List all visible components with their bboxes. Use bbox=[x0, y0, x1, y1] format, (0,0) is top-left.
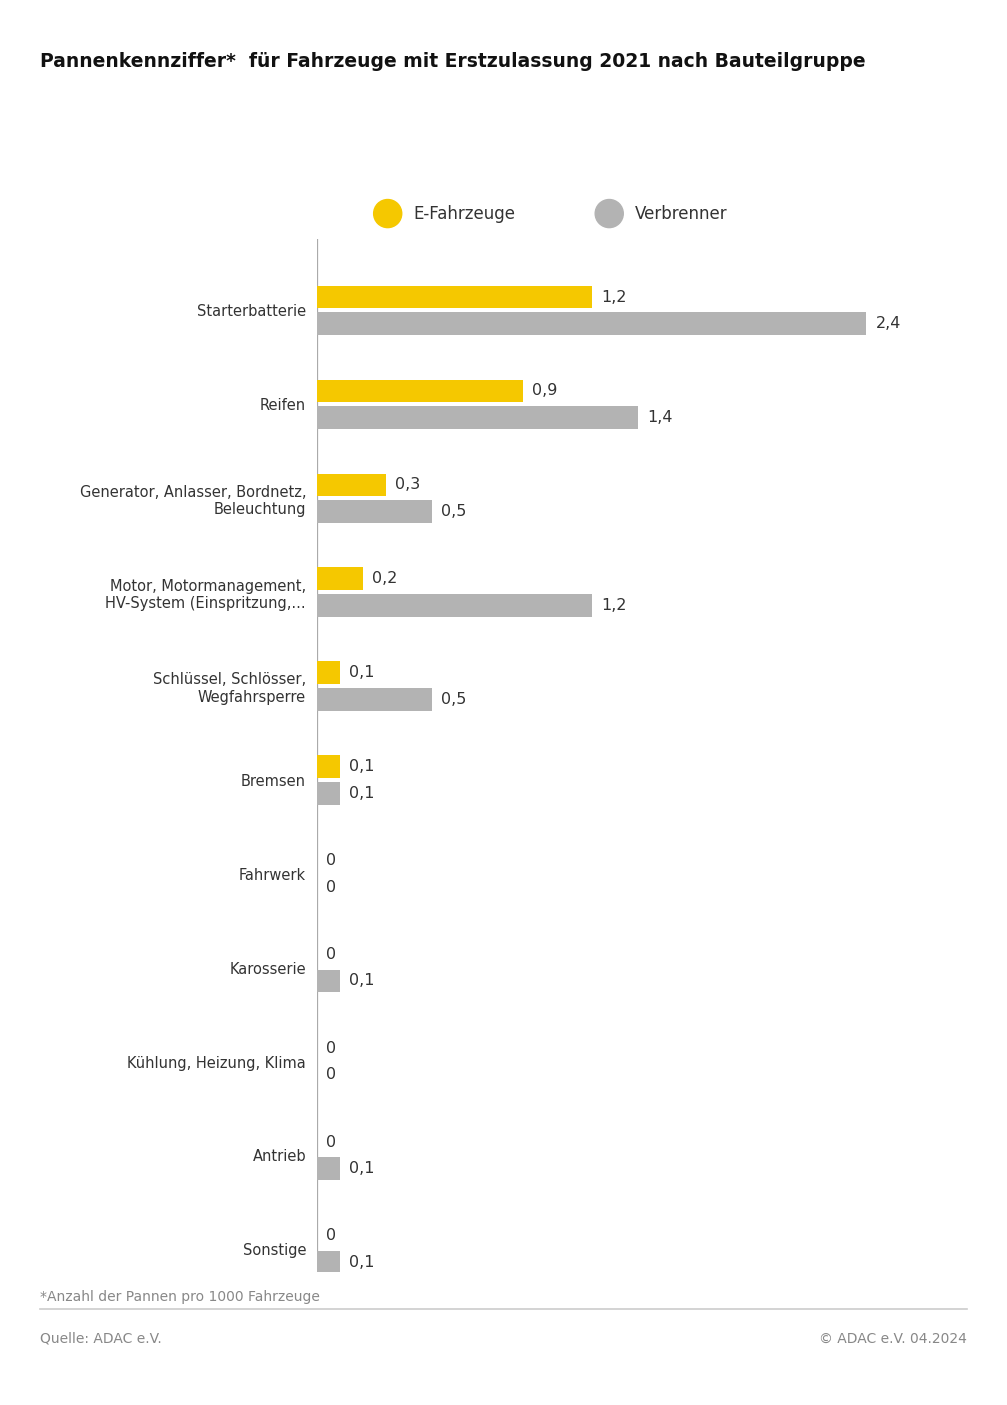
Bar bbox=[317, 1158, 340, 1180]
Text: 1,2: 1,2 bbox=[601, 599, 626, 613]
Text: 0,5: 0,5 bbox=[441, 691, 466, 707]
Bar bbox=[317, 473, 386, 496]
Text: 0,1: 0,1 bbox=[349, 665, 375, 680]
Bar bbox=[317, 285, 592, 309]
Text: 0: 0 bbox=[326, 1228, 336, 1243]
Bar bbox=[317, 662, 340, 684]
Text: 0,3: 0,3 bbox=[395, 478, 420, 492]
Text: 0,1: 0,1 bbox=[349, 974, 375, 989]
Text: E-Fahrzeuge: E-Fahrzeuge bbox=[414, 205, 516, 222]
Bar bbox=[317, 568, 363, 590]
Bar bbox=[317, 783, 340, 805]
Text: 0,1: 0,1 bbox=[349, 1162, 375, 1176]
Text: 0,1: 0,1 bbox=[349, 759, 375, 774]
Text: 0,2: 0,2 bbox=[373, 572, 398, 586]
Bar bbox=[317, 688, 432, 711]
Bar bbox=[317, 312, 866, 336]
Text: 2,4: 2,4 bbox=[876, 316, 901, 332]
Text: 0,1: 0,1 bbox=[349, 785, 375, 801]
Text: Verbrenner: Verbrenner bbox=[635, 205, 728, 222]
Text: 0: 0 bbox=[326, 1068, 336, 1082]
Text: © ADAC e.V. 04.2024: © ADAC e.V. 04.2024 bbox=[819, 1332, 967, 1346]
Text: 0,9: 0,9 bbox=[533, 384, 558, 399]
Text: 0: 0 bbox=[326, 947, 336, 962]
Text: Pannenkennziffer*  für Fahrzeuge mit Erstzulassung 2021 nach Bauteilgruppe: Pannenkennziffer* für Fahrzeuge mit Erst… bbox=[40, 52, 866, 72]
Bar bbox=[317, 756, 340, 778]
Bar bbox=[317, 406, 637, 429]
Bar bbox=[317, 969, 340, 992]
Bar bbox=[317, 1252, 340, 1274]
Text: 0,1: 0,1 bbox=[349, 1255, 375, 1270]
Text: 0: 0 bbox=[326, 1134, 336, 1149]
Text: 0: 0 bbox=[326, 880, 336, 895]
Text: 0: 0 bbox=[326, 853, 336, 868]
Text: Quelle: ADAC e.V.: Quelle: ADAC e.V. bbox=[40, 1332, 162, 1346]
Text: *Anzahl der Pannen pro 1000 Fahrzeuge: *Anzahl der Pannen pro 1000 Fahrzeuge bbox=[40, 1290, 320, 1304]
Text: 0: 0 bbox=[326, 1041, 336, 1055]
Text: 1,4: 1,4 bbox=[646, 410, 673, 426]
Text: 0,5: 0,5 bbox=[441, 504, 466, 518]
Bar bbox=[317, 379, 524, 402]
Bar bbox=[317, 594, 592, 617]
Bar bbox=[317, 500, 432, 523]
Text: 1,2: 1,2 bbox=[601, 289, 626, 305]
